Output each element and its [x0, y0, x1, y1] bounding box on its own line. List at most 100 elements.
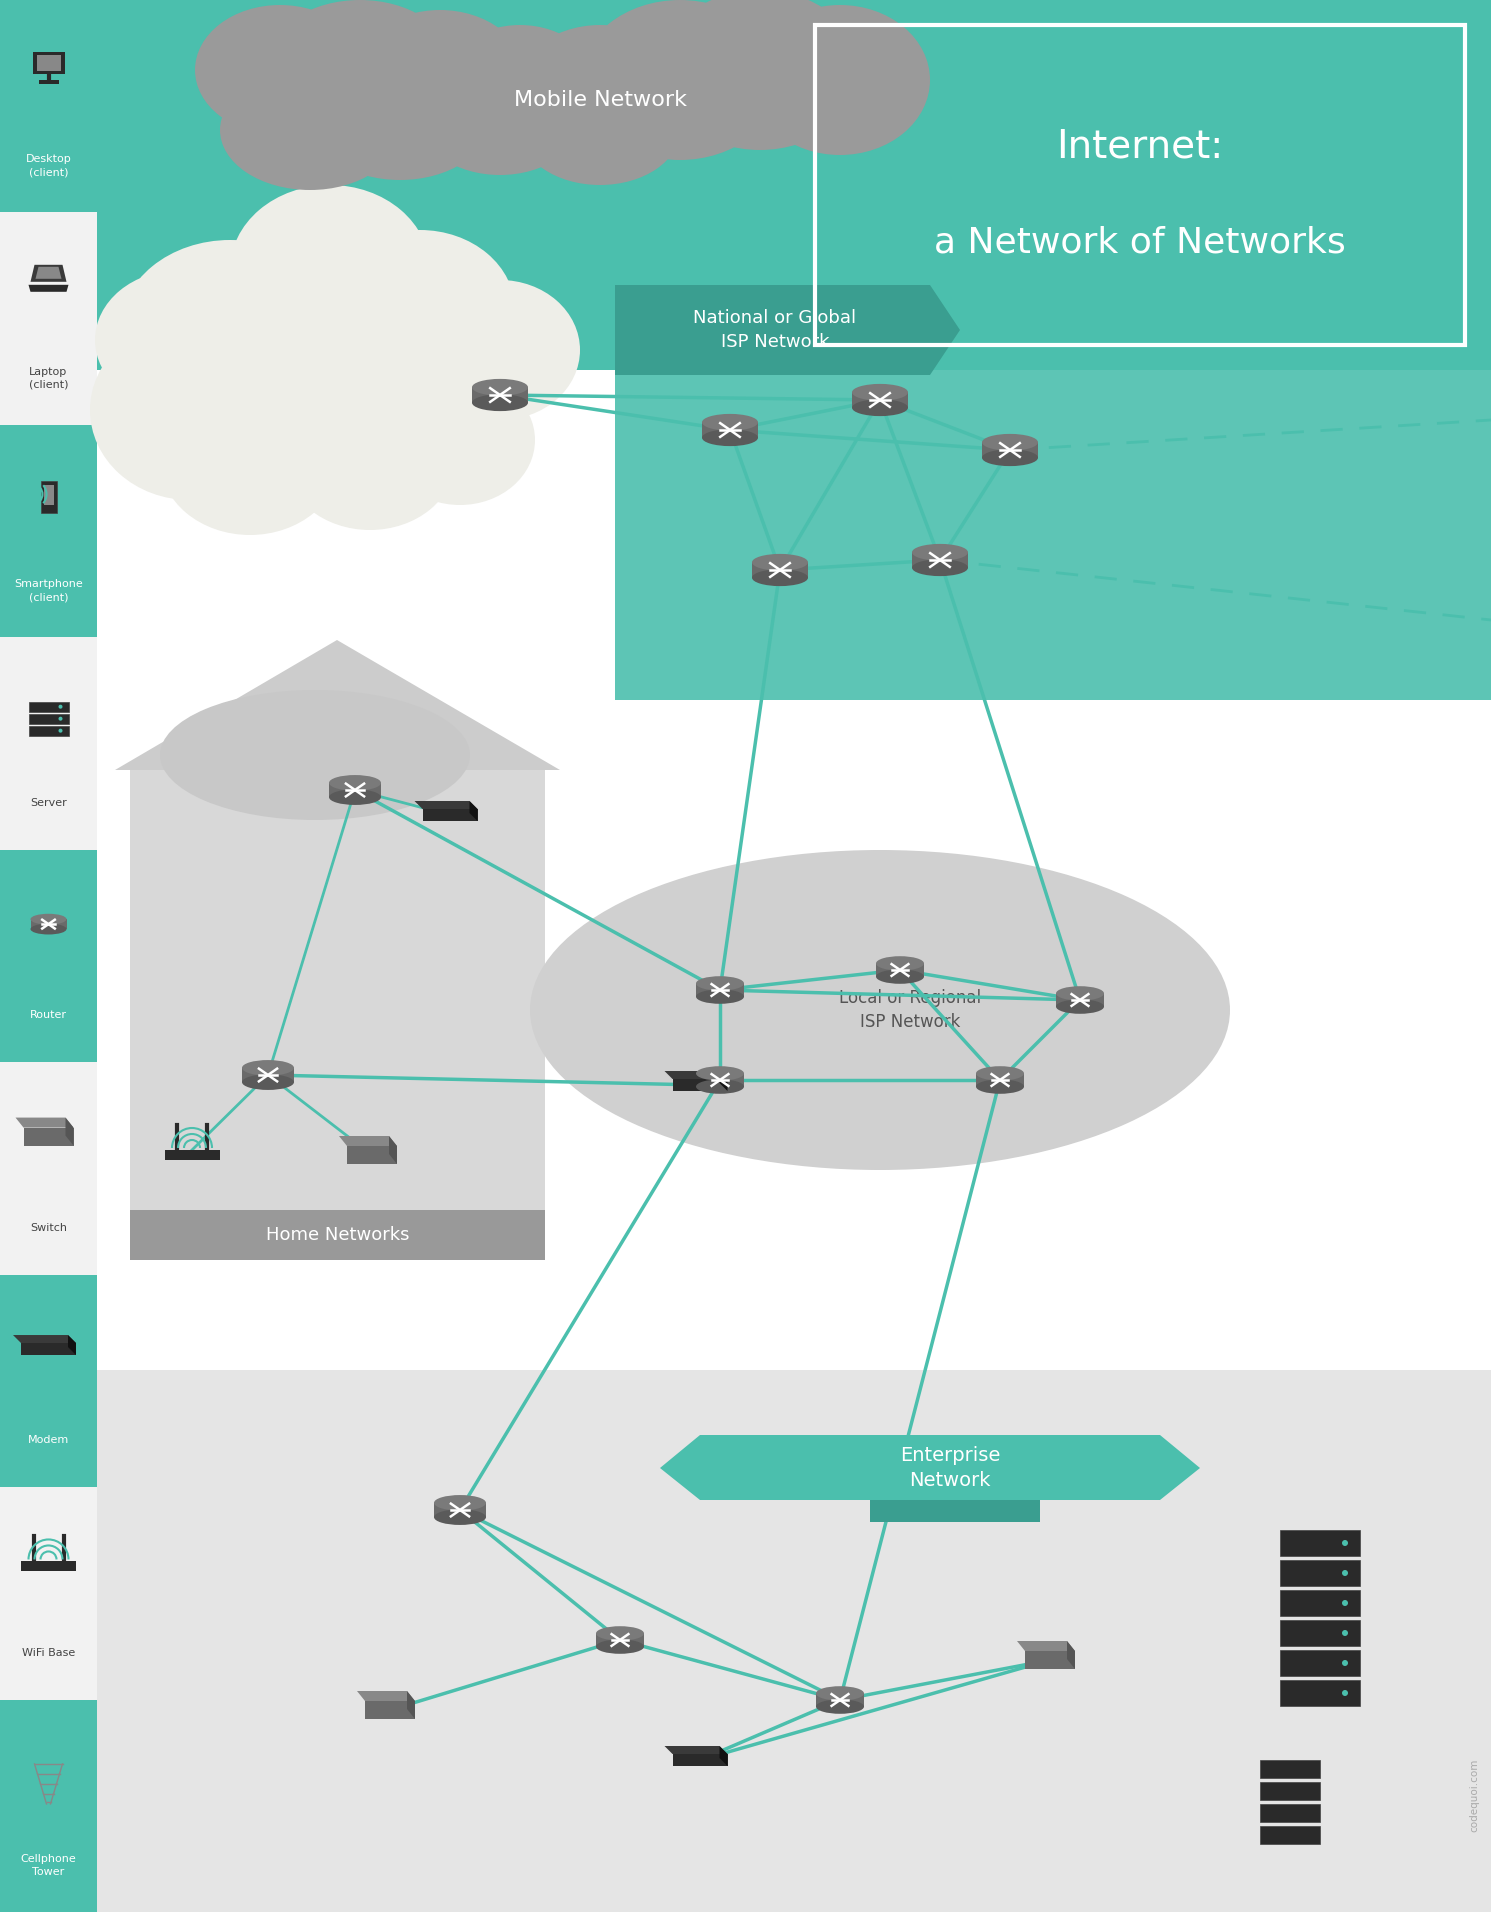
- Ellipse shape: [310, 59, 491, 180]
- Ellipse shape: [751, 570, 808, 587]
- Ellipse shape: [355, 10, 525, 140]
- Bar: [28, 727, 69, 736]
- Ellipse shape: [983, 434, 1038, 451]
- Ellipse shape: [434, 1509, 486, 1526]
- Bar: [97, 1371, 1491, 1912]
- Ellipse shape: [851, 384, 908, 402]
- Text: Local or Regional
ISP Network: Local or Regional ISP Network: [839, 989, 981, 1031]
- Ellipse shape: [580, 0, 780, 161]
- Ellipse shape: [330, 790, 382, 805]
- Text: Smartphone
(client): Smartphone (client): [13, 579, 83, 602]
- Text: Internet:: Internet:: [1057, 128, 1224, 166]
- Ellipse shape: [1056, 1000, 1103, 1013]
- Polygon shape: [28, 285, 69, 293]
- Text: a Network of Networks: a Network of Networks: [935, 226, 1346, 260]
- Bar: [21, 1342, 76, 1356]
- Ellipse shape: [816, 1700, 863, 1713]
- Ellipse shape: [385, 375, 535, 505]
- Bar: [97, 0, 1491, 371]
- Ellipse shape: [702, 413, 757, 430]
- Circle shape: [58, 706, 63, 709]
- Polygon shape: [407, 1690, 414, 1719]
- Text: Switch: Switch: [30, 1224, 67, 1233]
- Polygon shape: [15, 1119, 73, 1128]
- Polygon shape: [356, 1690, 414, 1702]
- Ellipse shape: [473, 394, 528, 411]
- Bar: [871, 1501, 1041, 1522]
- Polygon shape: [115, 641, 561, 771]
- Ellipse shape: [242, 1059, 294, 1076]
- Bar: [1024, 1650, 1075, 1669]
- Circle shape: [1342, 1660, 1348, 1665]
- Ellipse shape: [285, 390, 455, 530]
- Ellipse shape: [977, 1080, 1024, 1094]
- Text: Mobile Network: Mobile Network: [513, 90, 686, 111]
- Polygon shape: [665, 1746, 728, 1753]
- Bar: [473, 388, 528, 403]
- Text: WiFi Base: WiFi Base: [22, 1648, 75, 1658]
- Polygon shape: [338, 1136, 397, 1145]
- Bar: [1260, 1826, 1320, 1843]
- Polygon shape: [30, 264, 67, 281]
- Text: codequoi.com: codequoi.com: [1469, 1759, 1479, 1832]
- Ellipse shape: [750, 6, 930, 155]
- Circle shape: [1342, 1539, 1348, 1547]
- Ellipse shape: [160, 384, 340, 535]
- Bar: [28, 713, 69, 723]
- Ellipse shape: [702, 430, 757, 445]
- Bar: [130, 771, 546, 1260]
- Bar: [912, 553, 968, 568]
- Bar: [33, 52, 64, 75]
- Ellipse shape: [816, 1686, 863, 1700]
- Ellipse shape: [89, 319, 291, 501]
- Bar: [0, 1488, 97, 1700]
- Text: Desktop
(client): Desktop (client): [25, 155, 72, 178]
- Bar: [1260, 1782, 1320, 1799]
- Ellipse shape: [510, 25, 690, 176]
- Bar: [347, 1145, 397, 1164]
- Circle shape: [1342, 1600, 1348, 1606]
- Ellipse shape: [696, 977, 744, 990]
- Ellipse shape: [420, 279, 580, 421]
- Bar: [365, 1702, 414, 1719]
- Ellipse shape: [200, 306, 420, 495]
- Bar: [0, 0, 97, 212]
- Bar: [130, 1210, 546, 1260]
- Ellipse shape: [434, 1495, 486, 1510]
- Text: Server: Server: [30, 797, 67, 809]
- Bar: [672, 1753, 728, 1767]
- Bar: [702, 423, 757, 438]
- Bar: [1279, 1591, 1360, 1616]
- Polygon shape: [470, 801, 477, 820]
- Bar: [0, 637, 97, 849]
- Ellipse shape: [1056, 987, 1103, 1000]
- Bar: [816, 1694, 863, 1707]
- Bar: [40, 482, 57, 512]
- Ellipse shape: [195, 6, 365, 136]
- Polygon shape: [389, 1136, 397, 1164]
- Ellipse shape: [330, 310, 510, 470]
- Ellipse shape: [242, 1075, 294, 1090]
- Bar: [0, 212, 97, 424]
- Text: Modem: Modem: [28, 1436, 69, 1445]
- Ellipse shape: [221, 71, 400, 189]
- Bar: [596, 1633, 644, 1646]
- Polygon shape: [66, 1119, 73, 1145]
- Circle shape: [58, 728, 63, 732]
- Bar: [1279, 1530, 1360, 1556]
- Bar: [1260, 1761, 1320, 1778]
- Polygon shape: [36, 268, 61, 279]
- Bar: [164, 1149, 219, 1161]
- Text: Enterprise
Network: Enterprise Network: [899, 1445, 1000, 1489]
- Ellipse shape: [596, 1639, 644, 1654]
- Circle shape: [58, 717, 63, 721]
- Ellipse shape: [977, 1067, 1024, 1080]
- Bar: [1279, 1560, 1360, 1585]
- Text: National or Global
ISP Network: National or Global ISP Network: [693, 310, 856, 350]
- Ellipse shape: [160, 690, 470, 820]
- Circle shape: [1342, 1631, 1348, 1637]
- Text: Laptop
(client): Laptop (client): [28, 367, 69, 390]
- Ellipse shape: [420, 65, 580, 176]
- Polygon shape: [665, 1071, 728, 1078]
- Bar: [24, 1128, 73, 1145]
